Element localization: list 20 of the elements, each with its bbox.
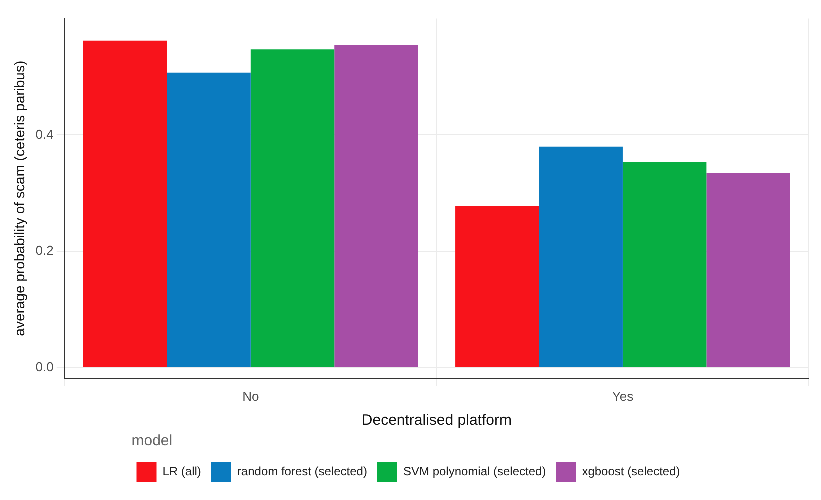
x-tick-label: Yes (612, 388, 634, 404)
bar (539, 146, 623, 368)
legend-label: random forest (selected) (237, 464, 368, 478)
x-axis-title: Decentralised platform (362, 412, 512, 430)
x-tick-label: No (242, 388, 260, 404)
bar (706, 173, 790, 368)
bar (456, 206, 540, 368)
y-tick-label: 0.4 (36, 126, 54, 142)
legend-title: model (132, 432, 173, 450)
bar (167, 72, 251, 368)
legend-label: LR (all) (162, 464, 202, 478)
y-axis-title: average probability of scam (ceteris paribus) (11, 60, 28, 336)
y-tick-label: 0.2 (36, 243, 54, 258)
bar (622, 162, 707, 368)
bar (83, 40, 168, 368)
bar (250, 50, 335, 368)
bar (334, 44, 418, 368)
y-tick-label: 0.0 (36, 360, 54, 375)
legend-label: xgboost (selected) (582, 464, 680, 478)
legend-label: SVM polynomial (selected) (403, 464, 546, 478)
